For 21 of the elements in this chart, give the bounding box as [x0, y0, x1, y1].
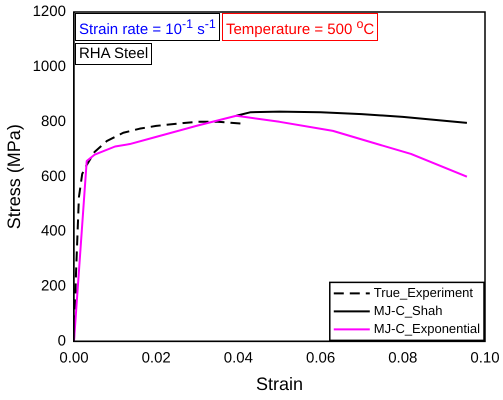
y-tick-label: 600	[40, 168, 66, 185]
legend-label: MJ-C_Shah	[374, 302, 442, 318]
annotation: Temperature = 500 $^{o}$C	[222, 13, 378, 41]
x-tick-label: 0.06	[306, 350, 336, 367]
y-tick-label: 1200	[32, 3, 66, 20]
annotation: RHA Steel	[74, 43, 152, 65]
y-tick-label: 0	[58, 332, 66, 350]
y-tick-label: 800	[40, 112, 66, 130]
x-tick-label: 0.00	[59, 350, 89, 367]
y-tick-label: 400	[40, 222, 66, 240]
x-tick-label: 0.10	[470, 350, 500, 367]
annotation: Strain rate = 10$^{-1}$ s$^{-1}$	[74, 13, 220, 41]
x-tick-label: 0.08	[388, 350, 418, 367]
legend-label: MJ-C_Exponential	[374, 320, 480, 336]
legend-label: True_Experiment	[374, 284, 474, 300]
x-tick-label: 0.02	[142, 350, 171, 367]
y-axis-title: Stress (MPa)	[4, 124, 24, 230]
x-tick-label: 0.04	[224, 350, 253, 367]
y-tick-label: 1000	[32, 58, 66, 76]
y-tick-label: 200	[40, 278, 66, 295]
x-axis-title: Strain	[256, 374, 303, 394]
